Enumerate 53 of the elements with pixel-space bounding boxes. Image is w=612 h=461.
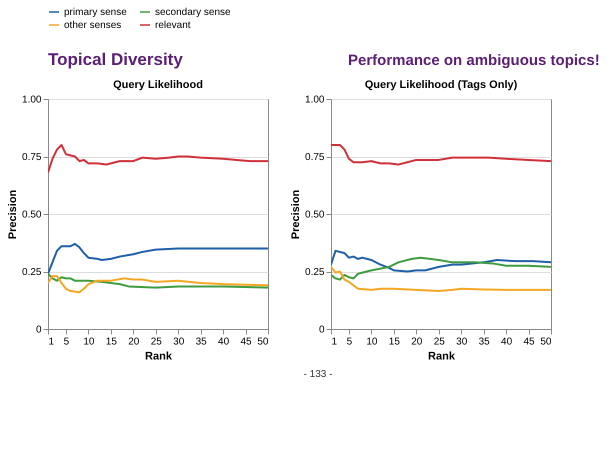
y-tick-label: 0.75 [305, 152, 325, 163]
y-tick-label: 0.25 [305, 267, 325, 278]
x-tick-label: 40 [218, 336, 230, 348]
line-series [48, 242, 268, 275]
chart-title: Query Likelihood (Tags Only) [364, 79, 518, 91]
x-tick-label: 1 [332, 336, 338, 348]
line-series [331, 266, 551, 292]
y-tick-label: 0.50 [305, 210, 325, 220]
x-tick-label: 50 [540, 336, 552, 348]
text: Topical Diversity [48, 50, 184, 69]
line-series [48, 275, 268, 294]
y-axis-title: Precision [7, 189, 20, 240]
x-tick-label: 5 [346, 336, 353, 348]
x-tick-label: 45 [240, 336, 252, 348]
y-tick-label: 0 [318, 324, 325, 336]
x-tick-label: 35 [478, 336, 490, 348]
chart-title: Query Likelihood [113, 79, 203, 91]
x-tick-label: 15 [106, 336, 118, 348]
y-tick-label: 1.00 [305, 94, 325, 106]
x-tick-label: 35 [196, 336, 208, 348]
x-tick-label: 20 [411, 336, 423, 348]
y-tick-label: 0 [36, 324, 42, 336]
line-series [331, 256, 551, 281]
x-tick-label: 25 [150, 336, 162, 348]
y-tick-label: 1.00 [22, 94, 42, 106]
text: - 133 - [304, 369, 332, 380]
x-tick-label: 20 [128, 336, 140, 348]
line-series [331, 250, 551, 272]
x-tick-label: 10 [83, 336, 95, 348]
legend-label: primary sense [64, 7, 128, 18]
text: Performance on ambiguous topics! [348, 52, 600, 69]
x-tick-label: 15 [388, 336, 400, 348]
y-axis-title: Precision [290, 189, 302, 240]
x-tick-label: 50 [257, 336, 269, 348]
x-tick-label: 5 [64, 336, 70, 348]
x-tick-label: 45 [523, 336, 536, 348]
x-tick-label: 40 [501, 336, 513, 348]
x-axis-title: Rank [145, 350, 173, 362]
x-tick-label: 25 [434, 336, 446, 348]
x-axis-title: Rank [428, 350, 456, 362]
line-series [331, 144, 551, 166]
line-series [48, 144, 268, 174]
y-tick-label: 0.75 [22, 152, 42, 163]
legend-label: other senses [64, 20, 122, 31]
line-series [48, 272, 268, 289]
x-tick-label: 30 [456, 336, 468, 348]
x-tick-label: 1 [48, 336, 54, 348]
legend-label: relevant [155, 20, 191, 31]
y-tick-label: 0.50 [22, 210, 42, 220]
y-tick-label: 0.25 [22, 267, 42, 278]
x-tick-label: 10 [366, 336, 378, 348]
x-tick-label: 30 [173, 336, 185, 348]
legend-label: secondary sense [155, 7, 232, 18]
